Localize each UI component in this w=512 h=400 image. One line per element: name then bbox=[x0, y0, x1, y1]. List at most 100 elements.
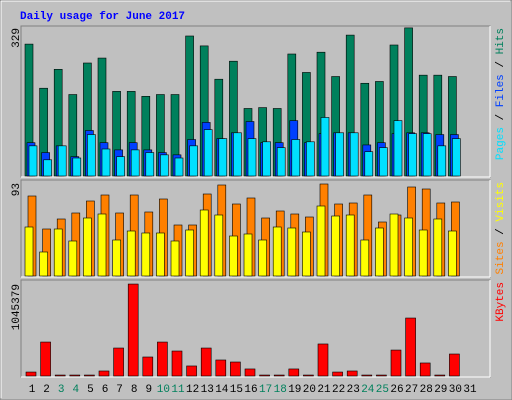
legend: Sites / Visits bbox=[495, 182, 507, 274]
x-tick-label: 23 bbox=[347, 384, 360, 396]
bar bbox=[332, 371, 343, 377]
bar bbox=[418, 229, 428, 277]
x-tick-label: 1 bbox=[29, 384, 36, 396]
bar bbox=[28, 145, 38, 177]
bar bbox=[87, 134, 96, 177]
x-tick-label: 18 bbox=[274, 384, 287, 396]
bar bbox=[24, 226, 34, 277]
bar bbox=[229, 235, 238, 277]
bar bbox=[346, 370, 358, 377]
bar bbox=[408, 133, 417, 177]
bar bbox=[141, 232, 151, 277]
bar bbox=[404, 217, 413, 277]
bar bbox=[200, 347, 212, 377]
legend: KBytes bbox=[495, 282, 507, 322]
x-tick-label: 19 bbox=[288, 384, 301, 396]
bar bbox=[84, 374, 95, 377]
x-tick-label: 10 bbox=[157, 384, 170, 396]
x-tick-label: 12 bbox=[186, 384, 199, 396]
bar bbox=[393, 120, 403, 177]
bar bbox=[170, 240, 180, 277]
bar bbox=[272, 226, 282, 277]
bar bbox=[185, 229, 194, 277]
bar bbox=[142, 356, 154, 377]
bar bbox=[405, 317, 416, 377]
bar bbox=[233, 132, 242, 177]
bar bbox=[349, 132, 359, 177]
bar bbox=[218, 138, 228, 177]
bar bbox=[186, 365, 197, 377]
legend-entry: KBytes bbox=[495, 282, 507, 322]
bar bbox=[189, 145, 198, 177]
x-tick-label: 17 bbox=[259, 384, 272, 396]
x-tick-label: 14 bbox=[215, 384, 229, 396]
x-tick-label: 2 bbox=[43, 384, 50, 396]
x-tick-label: 30 bbox=[449, 384, 462, 396]
plot-area bbox=[20, 279, 491, 378]
bar bbox=[40, 341, 51, 377]
x-tick-label: 29 bbox=[434, 384, 447, 396]
bar bbox=[53, 228, 63, 277]
bar bbox=[258, 239, 267, 277]
bar bbox=[247, 138, 257, 177]
bar bbox=[303, 374, 314, 377]
bar bbox=[68, 240, 78, 277]
x-tick-label: 4 bbox=[72, 384, 79, 396]
bar bbox=[39, 251, 48, 277]
bar bbox=[361, 374, 373, 377]
bar bbox=[171, 350, 183, 377]
bar bbox=[345, 214, 355, 277]
x-tick-label: 13 bbox=[201, 384, 214, 396]
bar bbox=[433, 218, 443, 277]
bar bbox=[379, 147, 388, 177]
legend-entry: Files bbox=[495, 74, 507, 107]
x-tick-label: 20 bbox=[303, 384, 316, 396]
bar bbox=[422, 133, 432, 177]
legend-separator: / bbox=[495, 222, 507, 242]
x-tick-label: 26 bbox=[390, 384, 403, 396]
bar bbox=[331, 215, 340, 277]
bar bbox=[156, 232, 165, 277]
bar bbox=[126, 230, 136, 277]
y-tick-label: 93 bbox=[11, 183, 23, 196]
bar bbox=[375, 227, 384, 277]
bar bbox=[130, 149, 140, 177]
bar bbox=[203, 129, 213, 177]
x-tick-label: 27 bbox=[405, 384, 418, 396]
bar bbox=[288, 368, 300, 377]
bar bbox=[127, 283, 139, 377]
bar bbox=[98, 370, 110, 377]
bar bbox=[116, 156, 125, 177]
bar bbox=[302, 231, 311, 277]
bar bbox=[317, 343, 329, 377]
bar bbox=[262, 141, 271, 177]
bar bbox=[157, 341, 168, 377]
bar bbox=[215, 359, 227, 377]
bar bbox=[437, 145, 447, 177]
x-tick-label: 7 bbox=[116, 384, 123, 396]
legend-separator: / bbox=[495, 54, 507, 74]
x-tick-label: 21 bbox=[317, 384, 331, 396]
legend-entry: Sites bbox=[495, 241, 507, 274]
bar bbox=[316, 205, 326, 277]
bar bbox=[69, 374, 81, 377]
x-tick-label: 11 bbox=[171, 384, 185, 396]
bar bbox=[434, 374, 446, 377]
bar bbox=[97, 213, 107, 277]
bar bbox=[54, 374, 66, 377]
bar bbox=[244, 368, 256, 377]
bar bbox=[199, 209, 209, 277]
bar bbox=[335, 132, 344, 177]
x-tick-label: 15 bbox=[230, 384, 243, 396]
bar bbox=[174, 157, 184, 177]
bar bbox=[306, 141, 315, 177]
bar bbox=[448, 230, 457, 277]
bar bbox=[145, 152, 155, 177]
bar bbox=[25, 371, 37, 377]
bar bbox=[259, 374, 270, 377]
x-tick-label: 24 bbox=[361, 384, 375, 396]
legend-entry: Visits bbox=[495, 182, 507, 222]
bar bbox=[43, 159, 52, 177]
bar bbox=[276, 147, 286, 177]
